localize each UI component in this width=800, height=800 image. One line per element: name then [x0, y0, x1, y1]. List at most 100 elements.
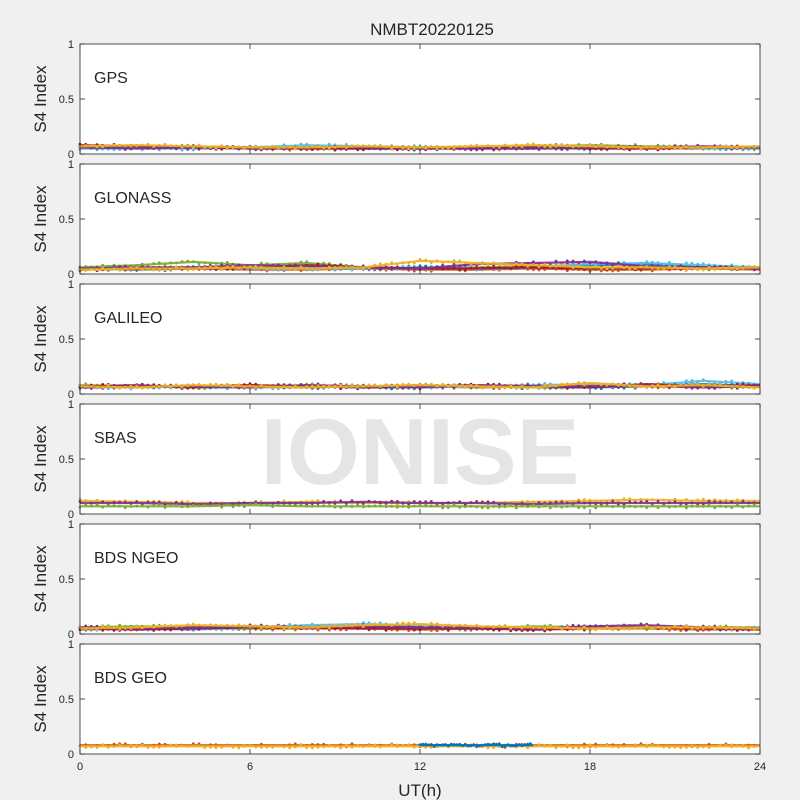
data-point	[310, 384, 314, 388]
data-point	[395, 503, 399, 506]
data-point	[611, 505, 615, 509]
data-point	[599, 627, 603, 631]
data-point	[514, 744, 518, 748]
data-point	[747, 501, 751, 505]
data-point	[514, 262, 518, 265]
data-point	[645, 386, 649, 390]
data-point	[529, 742, 532, 746]
data-point	[718, 743, 722, 747]
data-point	[446, 260, 450, 263]
data-point	[350, 745, 354, 749]
data-point	[118, 623, 122, 627]
data-point	[633, 384, 637, 388]
data-point	[599, 267, 603, 270]
data-point	[95, 145, 99, 149]
data-point	[384, 505, 388, 508]
data-point	[577, 746, 581, 750]
data-point	[299, 386, 303, 390]
data-point	[656, 623, 660, 627]
data-point	[458, 506, 462, 509]
data-point	[169, 144, 173, 148]
data-point	[305, 746, 309, 749]
data-point	[599, 744, 603, 748]
data-point	[299, 260, 303, 264]
data-point	[220, 626, 224, 630]
data-point	[197, 504, 201, 508]
data-point	[106, 746, 110, 749]
panel-glonass: 0 0.5 1 GLONASS S4 Index	[31, 159, 761, 281]
data-point	[679, 264, 683, 268]
data-point	[350, 144, 354, 148]
data-point	[135, 500, 139, 503]
y-tick-label: 1	[68, 39, 74, 51]
data-point	[577, 500, 581, 504]
data-point	[472, 743, 476, 747]
data-point	[718, 383, 722, 386]
data-point	[191, 260, 195, 264]
data-point	[89, 385, 93, 388]
data-point	[299, 743, 303, 747]
data-point	[242, 501, 246, 505]
data-point	[526, 742, 530, 746]
data-point	[622, 146, 626, 150]
data-point	[163, 628, 167, 632]
data-point	[458, 145, 462, 148]
data-point	[299, 145, 303, 149]
data-point	[594, 499, 598, 503]
data-point	[679, 504, 683, 508]
data-point	[180, 627, 184, 631]
data-point	[446, 626, 450, 630]
data-point	[509, 627, 513, 630]
data-point	[106, 625, 110, 629]
data-point	[458, 147, 462, 151]
data-point	[123, 506, 127, 510]
data-point	[424, 743, 428, 747]
data-point	[384, 265, 388, 269]
data-point	[333, 505, 337, 509]
data-point	[305, 142, 309, 146]
data-point	[650, 627, 654, 631]
data-point	[146, 625, 150, 628]
data-point	[707, 625, 711, 628]
data-point	[248, 625, 252, 628]
data-point	[407, 743, 411, 747]
data-point	[628, 504, 632, 508]
data-point	[684, 628, 688, 632]
data-point	[696, 267, 700, 271]
data-point	[667, 628, 671, 632]
data-point	[390, 743, 394, 747]
data-point	[231, 385, 235, 388]
data-point	[543, 145, 547, 149]
data-point	[463, 261, 467, 264]
data-point	[407, 267, 411, 271]
data-point	[361, 502, 365, 505]
data-point	[628, 744, 632, 748]
data-point	[480, 500, 484, 504]
data-point	[696, 504, 700, 508]
data-point	[412, 261, 416, 265]
data-point	[237, 504, 241, 507]
data-point	[208, 501, 212, 505]
y-tick-label: 0	[68, 269, 74, 281]
data-point	[214, 382, 218, 386]
data-point	[594, 506, 598, 510]
data-point	[463, 148, 467, 151]
data-point	[282, 265, 286, 269]
data-point	[361, 148, 365, 152]
data-point	[424, 504, 428, 507]
data-point	[517, 743, 521, 746]
data-point	[123, 267, 127, 271]
data-point	[186, 386, 190, 390]
data-point	[503, 386, 507, 390]
data-point	[276, 503, 280, 507]
data-point	[220, 624, 224, 627]
figure-title: NMBT20220125	[370, 20, 494, 39]
data-point	[571, 504, 575, 508]
data-point	[435, 259, 439, 263]
data-point	[180, 505, 184, 509]
data-point	[118, 743, 122, 747]
data-point	[361, 384, 365, 388]
data-point	[531, 142, 535, 146]
data-point	[500, 745, 504, 749]
data-point	[146, 386, 150, 390]
